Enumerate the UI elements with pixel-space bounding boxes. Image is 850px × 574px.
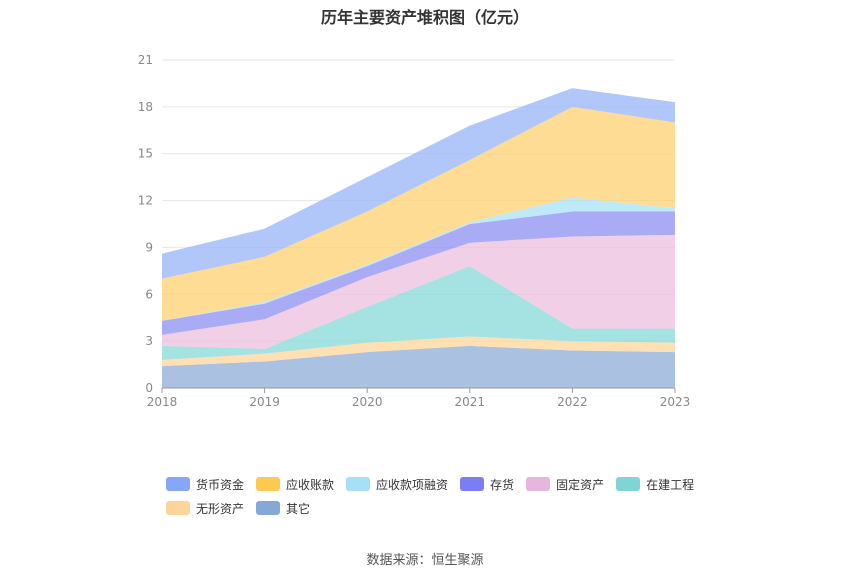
legend-item[interactable]: 存货: [460, 476, 514, 493]
legend-label: 其它: [286, 501, 311, 516]
legend-label: 无形资产: [196, 501, 245, 516]
y-tick-label: 3: [145, 334, 153, 348]
legend-label: 存货: [490, 477, 515, 492]
legend: 货币资金 应收账款 应收款项融资 存货 固定资产 在建工程无形资产 其它: [166, 472, 726, 520]
y-tick-label: 12: [138, 194, 153, 208]
y-tick-label: 21: [138, 53, 153, 67]
source-note: 数据来源：恒生聚源: [366, 553, 484, 568]
legend-item[interactable]: 无形资产: [166, 500, 244, 517]
legend-item[interactable]: 货币资金: [166, 476, 244, 493]
area-series-6: [162, 106, 675, 321]
legend-label: 固定资产: [556, 477, 605, 492]
x-tick-label: 2020: [352, 395, 383, 409]
legend-label: 应收账款: [286, 477, 335, 492]
legend-swatch: [256, 501, 281, 515]
legend-swatch: [166, 501, 190, 515]
legend-label: 在建工程: [646, 477, 695, 492]
area-series-0: [162, 345, 675, 388]
area-series: [162, 88, 675, 388]
area-series-1: [162, 336, 675, 367]
legend-label: 应收款项融资: [376, 477, 449, 492]
area-series-5: [162, 197, 675, 321]
legend-swatch: [460, 477, 485, 491]
y-tick-label: 18: [138, 100, 153, 114]
legend-item[interactable]: 应收款项融资: [346, 476, 448, 493]
x-tick-label: 2019: [249, 395, 280, 409]
legend-item[interactable]: 应收账款: [256, 476, 334, 493]
y-tick-label: 9: [145, 240, 153, 254]
legend-swatch: [616, 477, 641, 491]
y-tick-label: 0: [145, 381, 153, 395]
legend-swatch: [166, 477, 190, 491]
x-tick-label: 2021: [455, 395, 486, 409]
area-series-7: [162, 88, 675, 279]
axes: 0 3 6 9 12 15 18 21 2018 2019 2020 2021 2022 2023: [138, 53, 691, 409]
legend-row: 无形资产 其它: [166, 496, 726, 520]
area-series-4: [162, 211, 675, 335]
legend-item[interactable]: 固定资产: [526, 476, 604, 493]
area-series-3: [162, 234, 675, 349]
x-tick-label: 2023: [660, 395, 691, 409]
area-series-2: [162, 266, 675, 360]
y-tick-label: 15: [138, 147, 153, 161]
y-tick-label: 6: [145, 287, 153, 301]
legend-item[interactable]: 在建工程: [616, 476, 694, 493]
x-tick-label: 2018: [147, 395, 178, 409]
legend-row: 货币资金 应收账款 应收款项融资 存货 固定资产 在建工程: [166, 472, 726, 496]
legend-label: 货币资金: [196, 477, 245, 492]
chart-title: 历年主要资产堆积图（亿元）: [320, 8, 529, 27]
legend-item[interactable]: 其它: [256, 500, 310, 517]
x-tick-label: 2022: [557, 395, 588, 409]
legend-swatch: [256, 477, 281, 491]
legend-swatch: [526, 477, 551, 491]
legend-swatch: [346, 477, 371, 491]
